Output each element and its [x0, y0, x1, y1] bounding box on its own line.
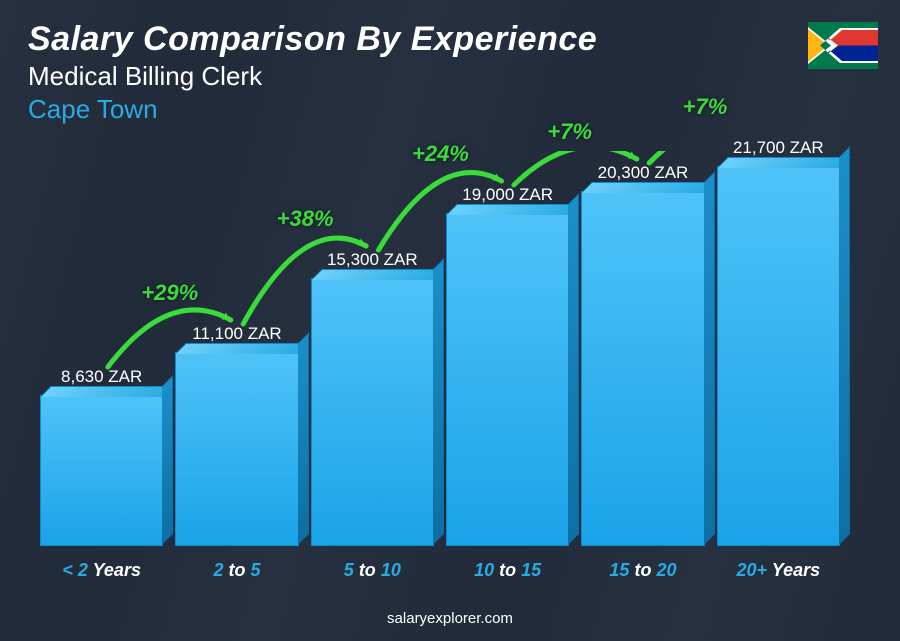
bar-wrap: 8,630 ZAR < 2 Years [40, 367, 163, 581]
bar-value-label: 20,300 ZAR [598, 163, 689, 183]
growth-label: +29% [141, 280, 198, 306]
bar-x-label: 2 to 5 [213, 560, 260, 581]
bar-value-label: 21,700 ZAR [733, 138, 824, 158]
bar-chart: 8,630 ZAR < 2 Years 11,100 ZAR 2 to 5 15,300… [40, 151, 840, 581]
chart-header: Salary Comparison By Experience Medical … [28, 20, 872, 125]
bar-value-label: 8,630 ZAR [61, 367, 142, 387]
bar-value-label: 19,000 ZAR [462, 185, 553, 205]
bar [311, 278, 434, 546]
bar-wrap: 15,300 ZAR 5 to 10 [311, 250, 434, 581]
growth-label: +24% [412, 141, 469, 167]
bar-x-label: < 2 Years [62, 560, 141, 581]
growth-label: +38% [277, 206, 334, 232]
bar-wrap: 21,700 ZAR 20+ Years [717, 138, 840, 581]
bar-wrap: 19,000 ZAR 10 to 15 [446, 185, 569, 581]
bar-x-label: 5 to 10 [344, 560, 401, 581]
bar-x-label: 20+ Years [737, 560, 821, 581]
bar [175, 352, 298, 546]
bar-value-label: 11,100 ZAR [192, 324, 281, 344]
bar [581, 191, 704, 546]
bar-x-label: 15 to 20 [609, 560, 676, 581]
bar-wrap: 11,100 ZAR 2 to 5 [175, 324, 298, 581]
chart-title: Salary Comparison By Experience [28, 20, 872, 59]
bar-value-label: 15,300 ZAR [327, 250, 418, 270]
bar-wrap: 20,300 ZAR 15 to 20 [581, 163, 704, 581]
chart-subtitle: Medical Billing Clerk [28, 61, 872, 92]
bar [40, 395, 163, 546]
footer-attribution: salaryexplorer.com [0, 610, 900, 627]
bar [446, 213, 569, 546]
chart-location: Cape Town [28, 94, 872, 125]
bar [717, 166, 840, 546]
bar-x-label: 10 to 15 [474, 560, 541, 581]
country-flag-icon [808, 22, 878, 69]
